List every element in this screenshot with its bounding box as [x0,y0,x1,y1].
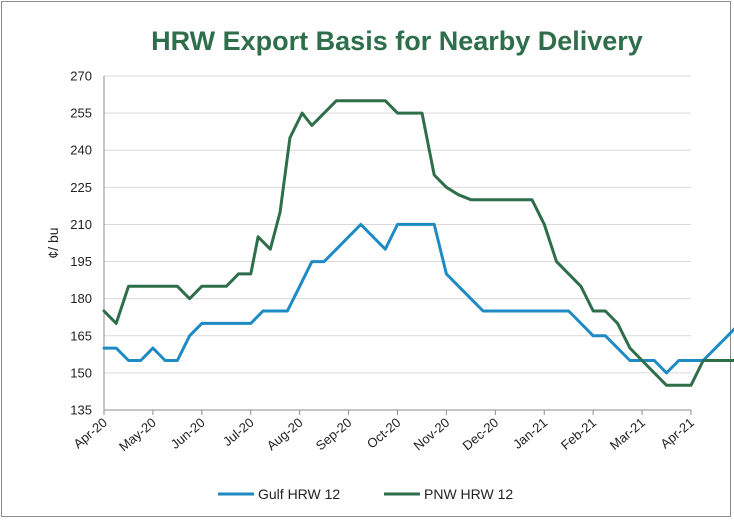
legend-label: Gulf HRW 12 [258,486,340,502]
chart-title: HRW Export Basis for Nearby Delivery [151,26,643,56]
y-tick-label: 135 [70,403,92,418]
y-tick-label: 150 [70,365,92,380]
y-axis-label: ¢/ bu [45,227,61,258]
y-tick-label: 180 [70,291,92,306]
x-tick-labels: Apr-20 May-20 Jun-20 Jul-20 Aug-20 Sep-20 Oct-… [70,415,697,454]
y-tick-label: 225 [70,180,92,195]
x-tick-label: Oct-20 [364,415,404,452]
x-tick-label: Aug-20 [264,415,306,453]
x-tick-label: Jul-20 [220,415,257,449]
y-tick-label: 240 [70,143,92,158]
x-tick-label: Apr-21 [657,415,697,452]
x-tick-label: May-20 [116,415,159,454]
series-line-pnw-hrw-12 [102,99,734,387]
y-tick-label: 210 [70,217,92,232]
axes [103,76,692,415]
x-tick-label: Dec-20 [460,415,502,453]
series-lines [102,99,734,387]
y-tick-label: 255 [70,106,92,121]
y-tick-label: 195 [70,254,92,269]
legend-label: PNW HRW 12 [424,486,513,502]
y-tick-label: 270 [70,69,92,84]
legend: Gulf HRW 12 PNW HRW 12 [218,486,513,502]
x-tick-label: Feb-21 [558,415,599,453]
x-tick-label: Jun-20 [168,415,208,452]
y-tick-label: 165 [70,328,92,343]
x-tick-label: Mar-21 [607,415,648,453]
x-tick-label: Sep-20 [313,415,355,453]
x-tick-label: Apr-20 [70,415,110,452]
x-tick-label: Nov-20 [411,415,453,453]
x-tick-label: Jan-21 [510,415,550,452]
y-tick-labels: 135 150 165 180 195 210 225 240 255 270 [70,69,92,418]
gridlines [104,75,691,374]
